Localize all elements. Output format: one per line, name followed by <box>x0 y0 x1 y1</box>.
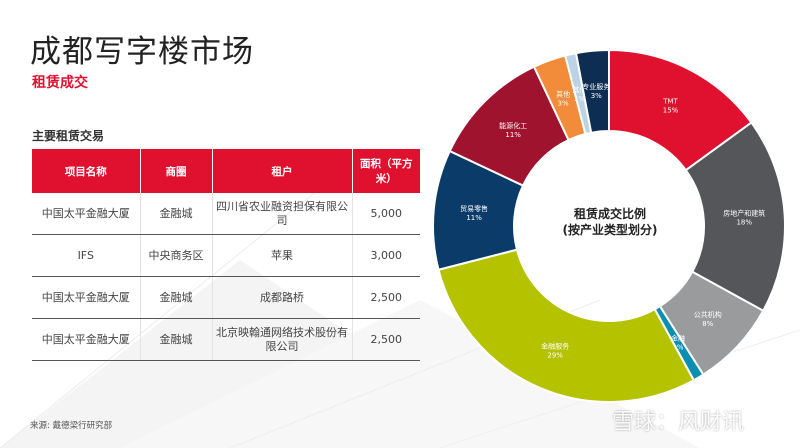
table-row: 中国太平金融大厦 金融城 四川省农业融资担保有限公司 5,000 <box>32 193 420 235</box>
slice-label: TMT <box>662 97 678 105</box>
slice-percent-label: 3% <box>558 100 569 108</box>
slice-percent-label: 8% <box>702 320 713 328</box>
donut-slice <box>437 248 696 403</box>
slice-percent-label: 11% <box>466 214 482 222</box>
column-header-project: 项目名称 <box>32 149 140 193</box>
table-header-row: 项目名称 商圈 租户 面积（平方米） <box>32 149 420 193</box>
cell-district: 金融城 <box>139 318 212 361</box>
slice-percent-label: 29% <box>547 351 563 359</box>
donut-slice <box>574 48 610 134</box>
chart-subtitle: (按产业类型划分) <box>562 223 658 237</box>
cell-tenant: 北京映翰通网络技术股份有限公司 <box>211 318 352 361</box>
cell-area: 2,500 <box>351 318 420 361</box>
table-row: 中国太平金融大厦 金融城 成都路桥 2,500 <box>32 276 420 319</box>
slice-label: 专业服务 <box>582 82 610 91</box>
table-heading: 主要租赁交易 <box>32 129 105 143</box>
slice-label: 房地产和建筑 <box>723 208 765 217</box>
cell-district: 中央商务区 <box>139 234 212 277</box>
column-header-tenant: 租户 <box>211 149 352 193</box>
table-row: IFS 中央商务区 苹果 3,000 <box>32 234 420 277</box>
cell-area: 5,000 <box>351 193 420 235</box>
slice-percent-label: 11% <box>505 131 521 139</box>
slice-label: 公共机构 <box>694 310 722 319</box>
slice-label: 其他 <box>556 90 570 99</box>
cell-district: 金融城 <box>139 276 212 319</box>
chart-center-label: 租赁成交比例 (按产业类型划分) <box>545 206 675 238</box>
cell-tenant: 四川省农业融资担保有限公司 <box>211 193 352 235</box>
slice-percent-label: 1% <box>672 344 683 352</box>
cell-project: IFS <box>32 234 140 277</box>
table-row: 中国太平金融大厦 金融城 北京映翰通网络技术股份有限公司 2,500 <box>32 318 420 361</box>
column-header-district: 商圈 <box>139 149 212 193</box>
lease-transactions-table: 项目名称 商圈 租户 面积（平方米） 中国太平金融大厦 金融城 四川省农业融资担… <box>32 149 420 361</box>
slice-percent-label: 18% <box>736 218 752 226</box>
slice-label: 能源化工 <box>499 121 527 130</box>
column-header-area: 面积（平方米） <box>351 149 420 193</box>
slice-label: 贸易零售 <box>460 204 488 213</box>
cell-project: 中国太平金融大厦 <box>32 276 140 319</box>
slice-label: 其他 <box>572 85 586 94</box>
watermark: 雪球：风财讯 <box>612 410 745 435</box>
page-title: 成都写字楼市场 <box>30 34 254 70</box>
section-subtitle: 租赁成交 <box>32 75 88 91</box>
cell-tenant: 苹果 <box>211 234 352 277</box>
cell-district: 金融城 <box>139 193 212 235</box>
donut-slice <box>684 121 786 313</box>
chart-title: 租赁成交比例 <box>573 207 646 221</box>
cell-area: 2,500 <box>351 276 420 319</box>
source-note: 来源: 戴德梁行研究部 <box>30 421 113 431</box>
cell-area: 3,000 <box>351 234 420 277</box>
cell-project: 中国太平金融大厦 <box>32 193 140 235</box>
slice-percent-label: 3% <box>591 92 602 100</box>
slice-label: 金融 <box>671 334 685 343</box>
slice-percent-label: 1% <box>574 95 585 103</box>
slice-label: 金融服务 <box>541 341 569 350</box>
cell-project: 中国太平金融大厦 <box>32 318 140 361</box>
cell-tenant: 成都路桥 <box>211 276 352 319</box>
slice-percent-label: 15% <box>663 106 679 114</box>
